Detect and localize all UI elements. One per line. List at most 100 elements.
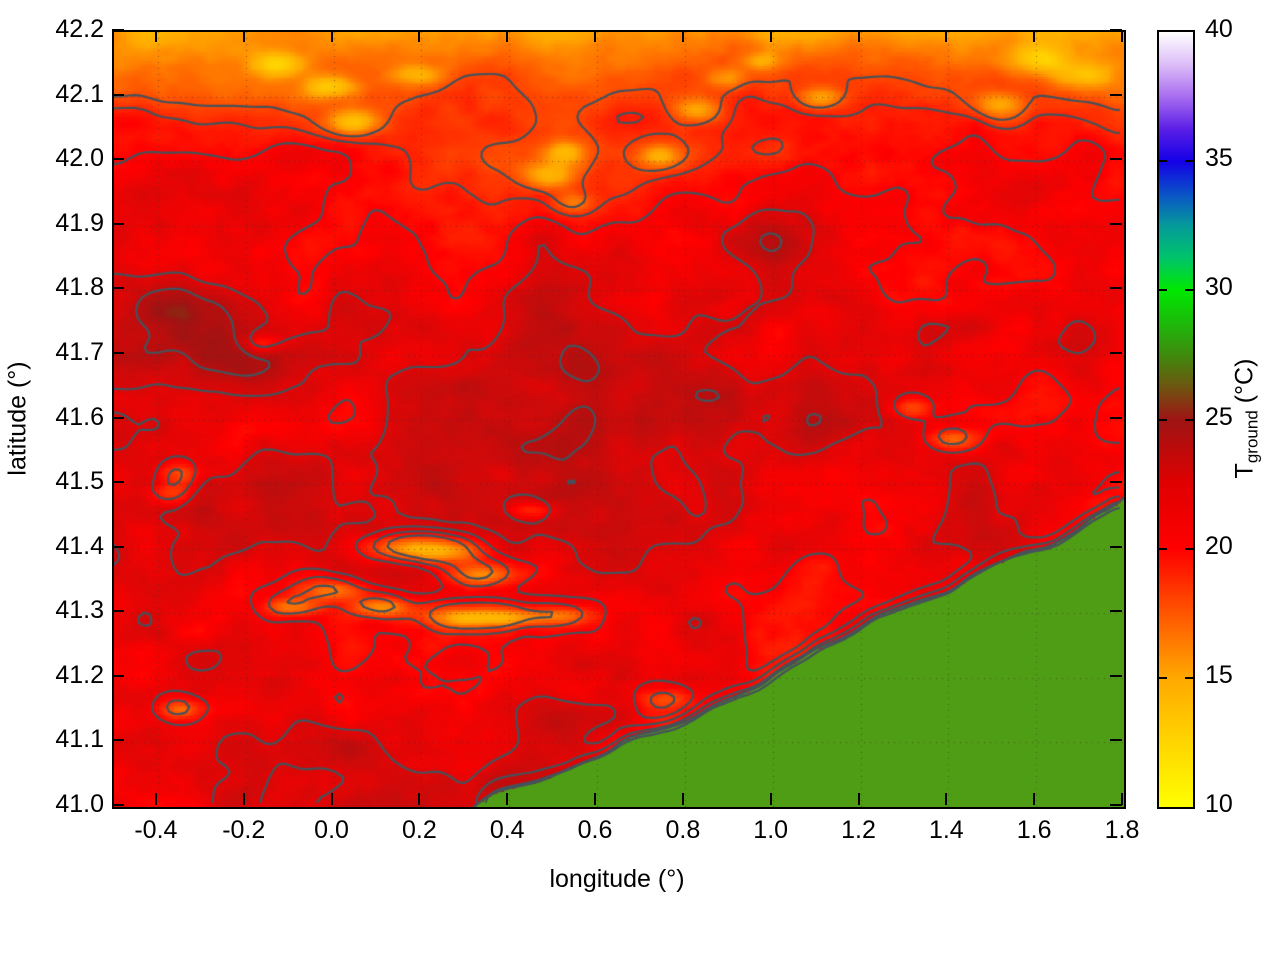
y-tick-right <box>1110 351 1122 354</box>
colorbar-tick <box>1159 160 1167 163</box>
x-tick-top <box>330 30 333 42</box>
y-tick <box>112 158 124 161</box>
colorbar-tick <box>1185 160 1193 163</box>
y-tick <box>112 222 124 225</box>
y-tick-label: 41.7 <box>55 337 104 366</box>
x-tick-label: -0.4 <box>134 816 178 844</box>
colorbar-tick <box>1185 547 1193 550</box>
y-tick-label: 41.3 <box>55 596 104 625</box>
y-tick-label: 41.0 <box>55 790 104 818</box>
y-tick <box>112 287 124 290</box>
y-tick <box>112 804 124 806</box>
y-tick-right <box>1110 739 1122 742</box>
x-tick <box>681 793 684 805</box>
x-tick-label: 1.4 <box>928 816 964 844</box>
x-tick-top <box>242 30 245 42</box>
x-tick-top <box>769 30 772 42</box>
x-tick-top <box>945 30 948 42</box>
x-tick-label: 0.6 <box>577 816 613 844</box>
colorbar-tick-label: 25 <box>1205 402 1233 431</box>
y-tick-label: 41.5 <box>55 467 104 496</box>
x-tick-label: 0.8 <box>665 816 701 844</box>
x-tick <box>418 793 421 805</box>
y-tick-label: 41.6 <box>55 402 104 431</box>
x-tick-label: 0.2 <box>402 816 437 844</box>
y-tick-label: 42.1 <box>55 79 104 108</box>
x-tick-label: -0.2 <box>222 816 266 844</box>
x-tick-label: 1.0 <box>753 816 789 844</box>
x-tick <box>945 793 948 805</box>
colorbar-title-symbol: T <box>1230 463 1259 479</box>
colorbar-tick-label: 30 <box>1205 273 1233 302</box>
y-tick-right <box>1110 804 1122 806</box>
y-tick <box>112 93 124 96</box>
colorbar-tick <box>1159 676 1167 679</box>
x-tick <box>1033 793 1036 805</box>
colorbar-tick <box>1185 418 1193 421</box>
colorbar-tick-label: 10 <box>1205 790 1233 818</box>
x-tick-label: 1.6 <box>1016 816 1052 844</box>
x-tick-label: 0.4 <box>489 816 525 844</box>
x-tick-top <box>418 30 421 42</box>
y-tick-label: 41.8 <box>55 273 104 302</box>
x-tick-top <box>506 30 509 42</box>
x-tick-label: 0.0 <box>314 816 349 844</box>
y-tick-right <box>1110 481 1122 484</box>
y-axis-title: latitude (°) <box>3 361 32 476</box>
y-tick-right <box>1110 674 1122 677</box>
y-tick <box>112 610 124 613</box>
x-tick <box>242 793 245 805</box>
x-tick-top <box>154 30 157 42</box>
y-tick-label: 41.4 <box>55 531 104 560</box>
x-tick-label: 1.8 <box>1104 816 1140 844</box>
y-tick-label: 42.0 <box>55 144 104 173</box>
x-tick <box>330 793 333 805</box>
y-tick-right <box>1110 416 1122 419</box>
y-tick <box>112 351 124 354</box>
colorbar <box>1157 30 1195 809</box>
y-tick-right <box>1110 93 1122 96</box>
colorbar-tick <box>1159 547 1167 550</box>
x-tick <box>594 793 597 805</box>
y-tick-right <box>1110 545 1122 548</box>
colorbar-title-subscript: ground <box>1242 410 1262 464</box>
y-tick <box>112 674 124 677</box>
map-plot-area <box>112 30 1126 809</box>
colorbar-tick-label: 20 <box>1205 531 1233 560</box>
x-tick-top <box>594 30 597 42</box>
y-tick <box>112 481 124 484</box>
colorbar-title-units: (°C) <box>1230 358 1259 411</box>
y-tick <box>112 416 124 419</box>
colorbar-tick <box>1159 289 1167 292</box>
x-axis-title: longitude (°) <box>549 865 685 893</box>
y-tick <box>112 545 124 548</box>
y-tick-label: 41.2 <box>55 660 104 689</box>
y-tick-right <box>1110 29 1122 31</box>
y-tick-right <box>1110 287 1122 290</box>
y-tick-label: 41.1 <box>55 725 104 754</box>
temperature-heatmap <box>114 32 1124 807</box>
y-tick <box>112 739 124 742</box>
y-tick-label: 41.9 <box>55 208 104 237</box>
x-tick <box>857 793 860 805</box>
x-tick <box>1121 793 1123 805</box>
x-tick-top <box>857 30 860 42</box>
colorbar-title: Tground (°C) <box>1230 304 1262 534</box>
y-tick-label: 42.2 <box>55 15 104 43</box>
colorbar-tick-label: 40 <box>1205 15 1233 43</box>
x-tick <box>506 793 509 805</box>
x-tick <box>769 793 772 805</box>
colorbar-tick <box>1159 418 1167 421</box>
colorbar-tick-label: 35 <box>1205 144 1233 173</box>
colorbar-tick <box>1185 676 1193 679</box>
x-tick-top <box>1121 30 1123 42</box>
colorbar-tick-label: 15 <box>1205 660 1233 689</box>
y-tick <box>112 29 124 31</box>
x-tick-top <box>1033 30 1036 42</box>
colorbar-tick <box>1185 289 1193 292</box>
y-tick-right <box>1110 610 1122 613</box>
x-tick <box>154 793 157 805</box>
y-tick-right <box>1110 158 1122 161</box>
y-tick-right <box>1110 222 1122 225</box>
